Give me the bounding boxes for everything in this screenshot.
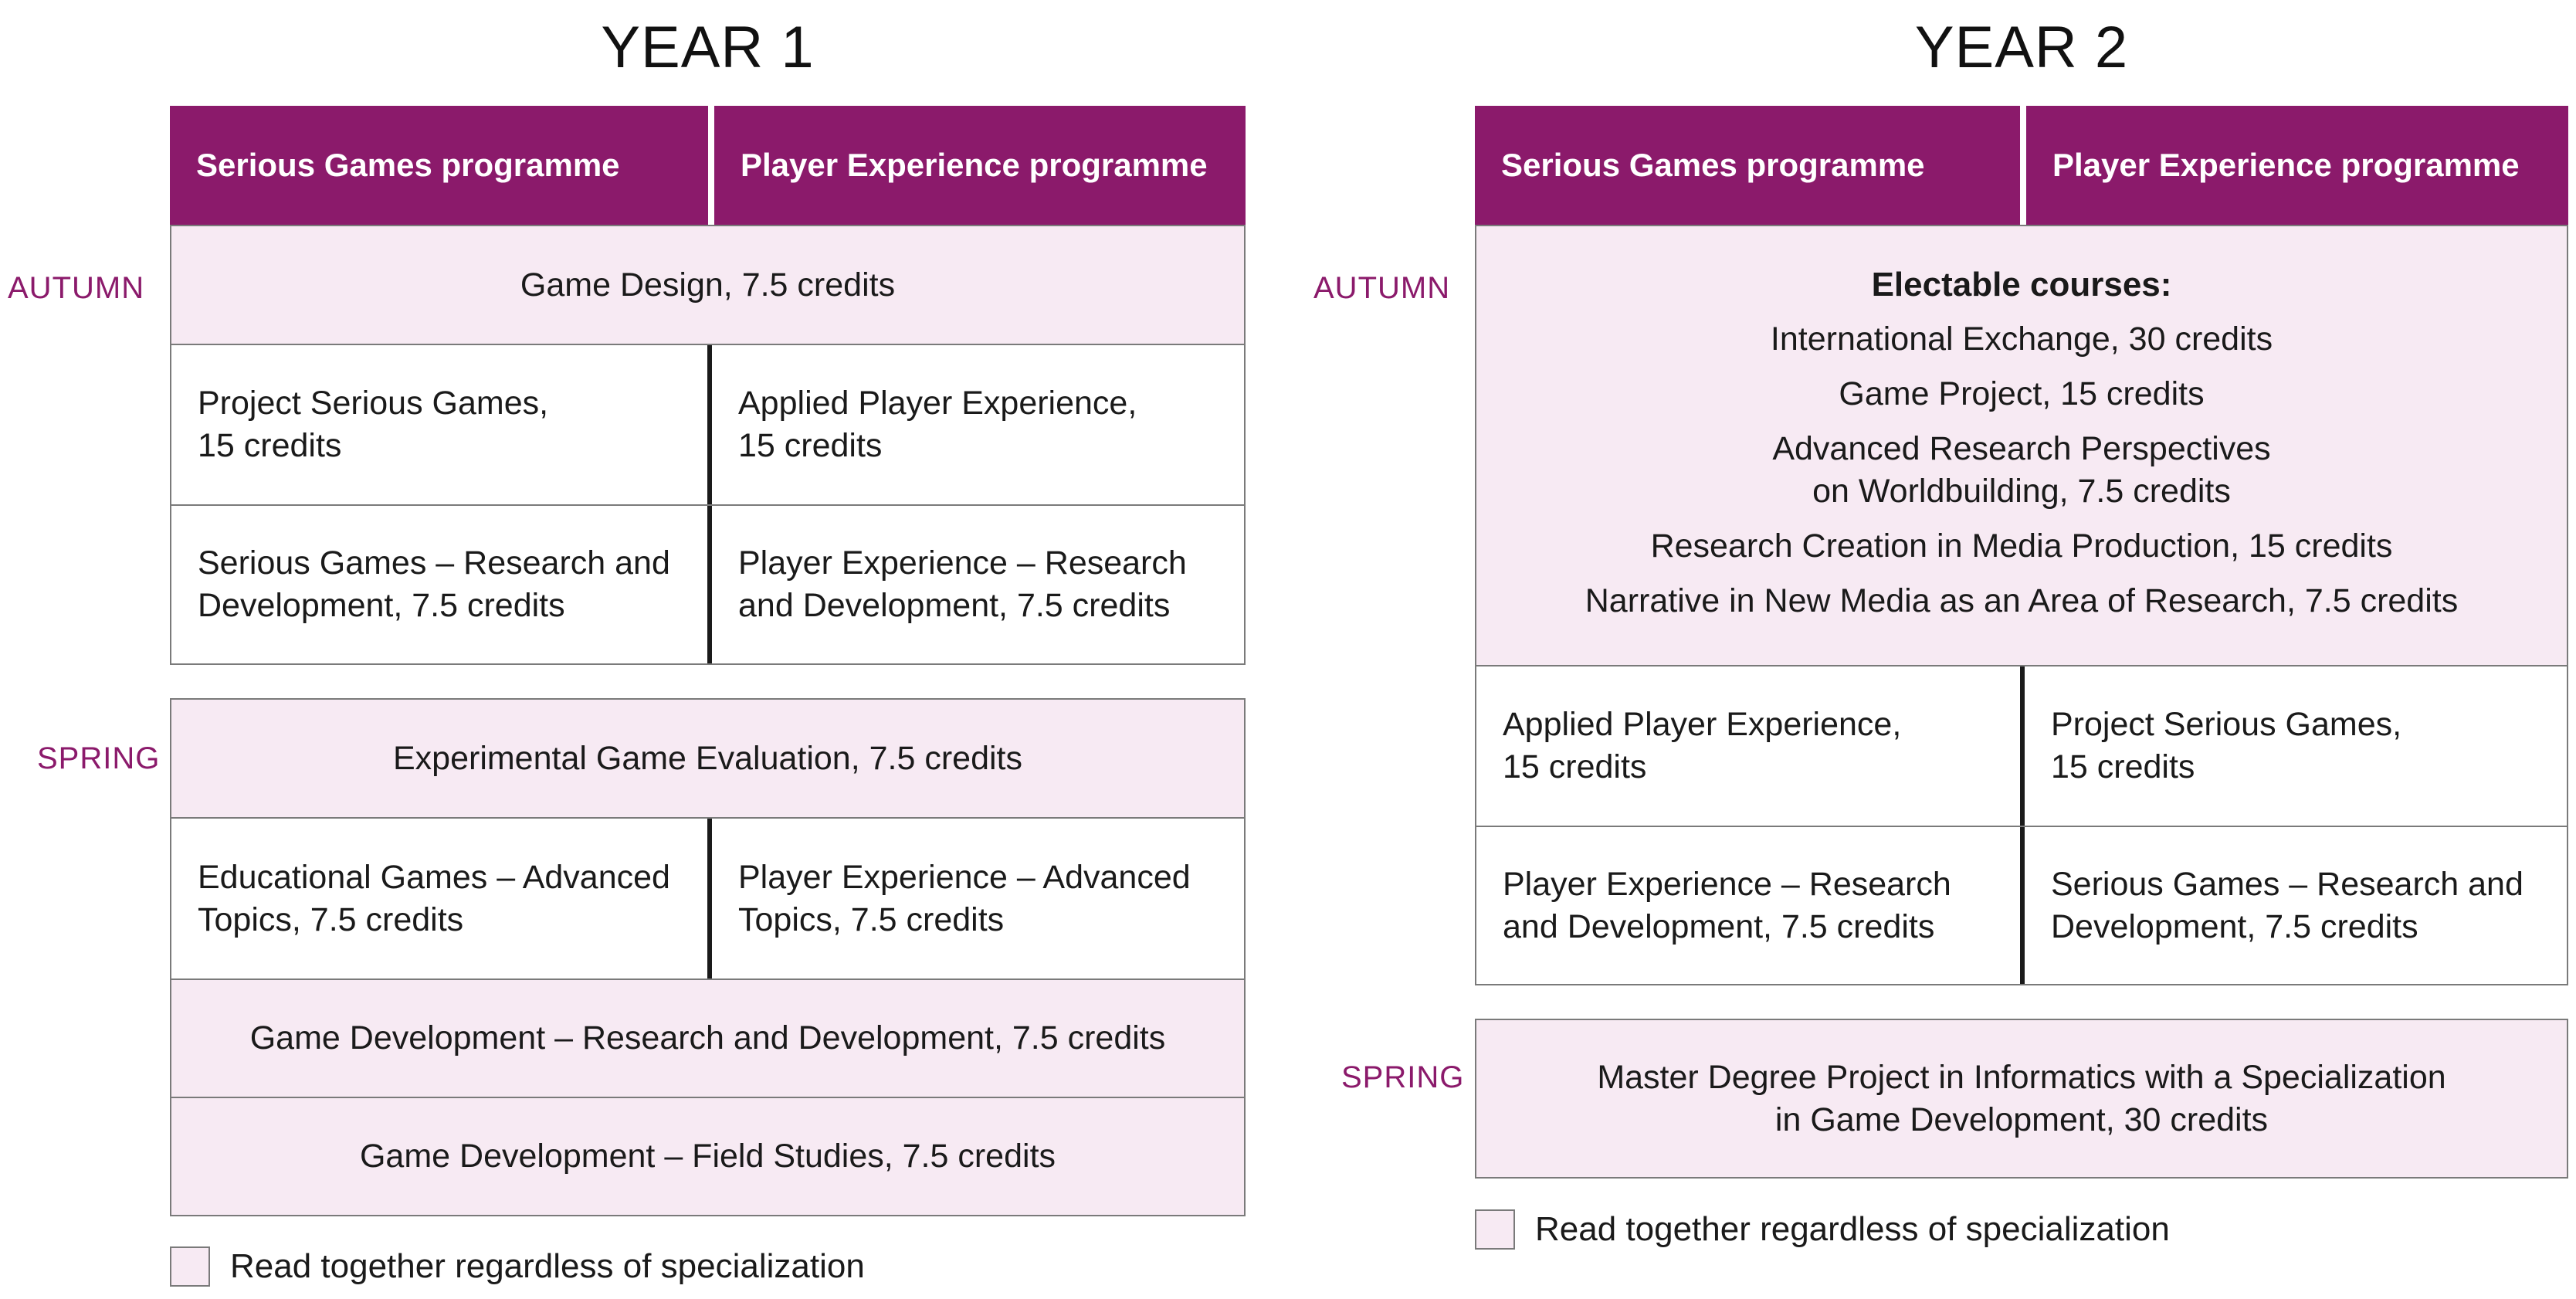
column-divider: [707, 819, 712, 978]
year1-autumn-row-1-left: Project Serious Games, 15 credits: [198, 385, 549, 464]
year1-spring-shared-top: Experimental Game Evaluation, 7.5 credit…: [171, 700, 1244, 817]
year1-autumn-row-2: Serious Games – Research and Development…: [171, 504, 1244, 663]
year1-autumn-shared: Game Design, 7.5 credits: [171, 226, 1244, 344]
electable-course: Narrative in New Media as an Area of Res…: [1585, 582, 2459, 619]
year2-autumn-row-2-left: Player Experience – Research and Develop…: [1503, 865, 1951, 945]
year2-title: YEAR 2: [1914, 15, 2129, 80]
column-divider: [707, 506, 712, 663]
year1-autumn-row-2-right: Player Experience – Research and Develop…: [738, 544, 1187, 624]
year1-autumn-label: AUTUMN: [8, 271, 145, 305]
year1-legend-text: Read together regardless of specializati…: [230, 1247, 865, 1285]
year1-header-divider: [708, 106, 714, 225]
column-divider: [707, 345, 712, 504]
legend-swatch: [170, 1246, 210, 1287]
electable-course: Game Project, 15 credits: [1839, 375, 2205, 412]
year1-header-serious-games: Serious Games programme: [170, 106, 708, 225]
electable-course: Research Creation in Media Production, 1…: [1650, 527, 2393, 565]
year2-autumn-label: AUTUMN: [1313, 271, 1451, 305]
year1-header-player-experience: Player Experience programme: [714, 106, 1246, 225]
year2-spring-label: SPRING: [1341, 1060, 1465, 1094]
year2-spring-shared-text: Master Degree Project in Informatics wit…: [1597, 1058, 2446, 1138]
year1-spring-shared-top-text: Experimental Game Evaluation, 7.5 credit…: [392, 739, 1022, 777]
electable-course: Advanced Research Perspectives on Worldb…: [1772, 429, 2271, 510]
year2-header-serious-games: Serious Games programme: [1475, 106, 2020, 225]
year2-electable-courses: Electable courses: International Exchang…: [1476, 226, 2567, 665]
year1-spring-block: Experimental Game Evaluation, 7.5 credit…: [170, 698, 1246, 1216]
year1-spring-shared-bottom-1-text: Game Development – Research and Developm…: [249, 1019, 1166, 1056]
year2-header-divider: [2020, 106, 2026, 225]
column-divider: [2020, 827, 2025, 984]
year2-spring-block: Master Degree Project in Informatics wit…: [1475, 1019, 2568, 1179]
year1-autumn-row-1-right: Applied Player Experience, 15 credits: [738, 385, 1137, 464]
year2-legend-text: Read together regardless of specializati…: [1535, 1210, 2170, 1248]
year1-autumn-block: Game Design, 7.5 credits Project Serious…: [170, 225, 1246, 665]
column-divider: [2020, 666, 2025, 826]
year1-autumn-row-2-left: Serious Games – Research and Development…: [198, 544, 670, 624]
year2-autumn-block: Electable courses: International Exchang…: [1475, 225, 2568, 985]
year2-header-player-experience: Player Experience programme: [2026, 106, 2568, 225]
year2-autumn-row-2-right: Serious Games – Research and Development…: [2051, 865, 2523, 945]
year1-spring-label: SPRING: [37, 741, 161, 775]
year1-spring-row-left: Educational Games – Advanced Topics, 7.5…: [198, 858, 670, 938]
year1-spring-shared-bottom-2-text: Game Development – Field Studies, 7.5 cr…: [359, 1138, 1056, 1175]
year1-spring-shared-bottom-2: Game Development – Field Studies, 7.5 cr…: [171, 1097, 1244, 1215]
electable-course: International Exchange, 30 credits: [1770, 320, 2273, 358]
year1-spring-row-right: Player Experience – Advanced Topics, 7.5…: [738, 858, 1191, 938]
year2-autumn-row-1-left: Applied Player Experience, 15 credits: [1503, 706, 1902, 785]
year2-autumn-row-1-right: Project Serious Games, 15 credits: [2051, 706, 2402, 785]
year1-legend: Read together regardless of specializati…: [170, 1246, 865, 1287]
year1-spring-shared-bottom-1: Game Development – Research and Developm…: [171, 978, 1244, 1097]
year1-spring-row: Educational Games – Advanced Topics, 7.5…: [171, 817, 1244, 978]
legend-swatch: [1475, 1209, 1515, 1250]
year1-autumn-row-1: Project Serious Games, 15 credits Applie…: [171, 344, 1244, 504]
year2-electable-heading: Electable courses:: [1871, 265, 2172, 304]
year2-legend: Read together regardless of specializati…: [1475, 1209, 2170, 1250]
year2-autumn-row-2: Player Experience – Research and Develop…: [1476, 826, 2567, 984]
year2-spring-shared: Master Degree Project in Informatics wit…: [1476, 1020, 2567, 1177]
year1-title: YEAR 1: [601, 15, 815, 80]
year1-autumn-shared-text: Game Design, 7.5 credits: [520, 266, 896, 304]
year2-autumn-row-1: Applied Player Experience, 15 credits Pr…: [1476, 665, 2567, 826]
